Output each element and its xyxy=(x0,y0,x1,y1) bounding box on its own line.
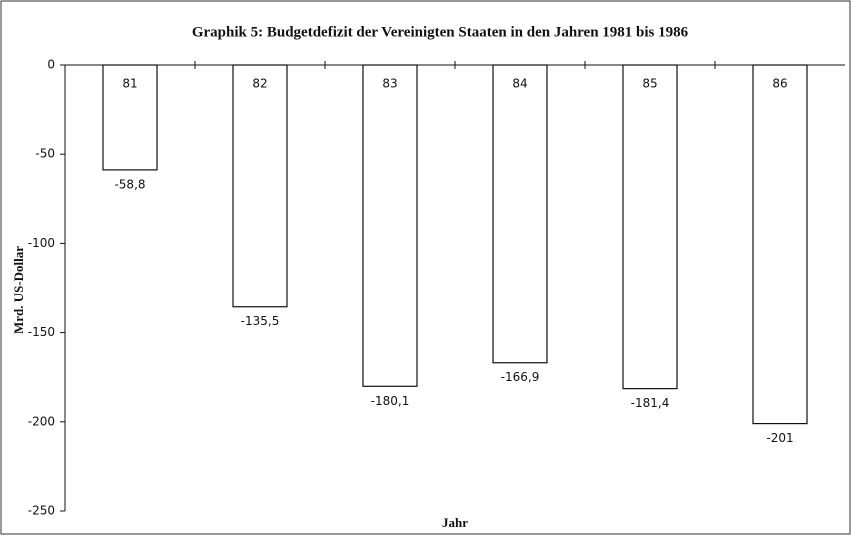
x-axis-label: Jahr xyxy=(442,515,468,530)
category-label: 83 xyxy=(382,77,397,91)
value-label: -181,4 xyxy=(631,396,670,410)
y-tick-label: -250 xyxy=(28,504,55,518)
y-tick-label: 0 xyxy=(47,58,55,72)
value-label: -166,9 xyxy=(501,370,540,384)
bar xyxy=(232,64,288,308)
bar xyxy=(492,64,548,364)
y-tick-label: -150 xyxy=(28,325,55,339)
value-label: -135,5 xyxy=(241,314,280,328)
y-tick-label: -200 xyxy=(28,414,55,428)
value-label: -201 xyxy=(766,431,793,445)
y-axis-label: Mrd. US-Dollar xyxy=(11,246,26,334)
bar xyxy=(752,64,808,425)
bar xyxy=(102,64,158,171)
y-tick-label: -100 xyxy=(28,236,55,250)
category-label: 82 xyxy=(252,77,267,91)
chart-title: Graphik 5: Budgetdefizit der Vereinigten… xyxy=(192,24,689,40)
category-label: 85 xyxy=(642,77,657,91)
value-label: -180,1 xyxy=(371,394,410,408)
bar xyxy=(362,64,418,387)
category-label: 81 xyxy=(122,77,137,91)
y-tick-label: -50 xyxy=(35,147,55,161)
value-label: -58,8 xyxy=(114,177,145,191)
category-label: 86 xyxy=(772,77,787,91)
bar xyxy=(622,64,678,390)
category-label: 84 xyxy=(512,77,527,91)
